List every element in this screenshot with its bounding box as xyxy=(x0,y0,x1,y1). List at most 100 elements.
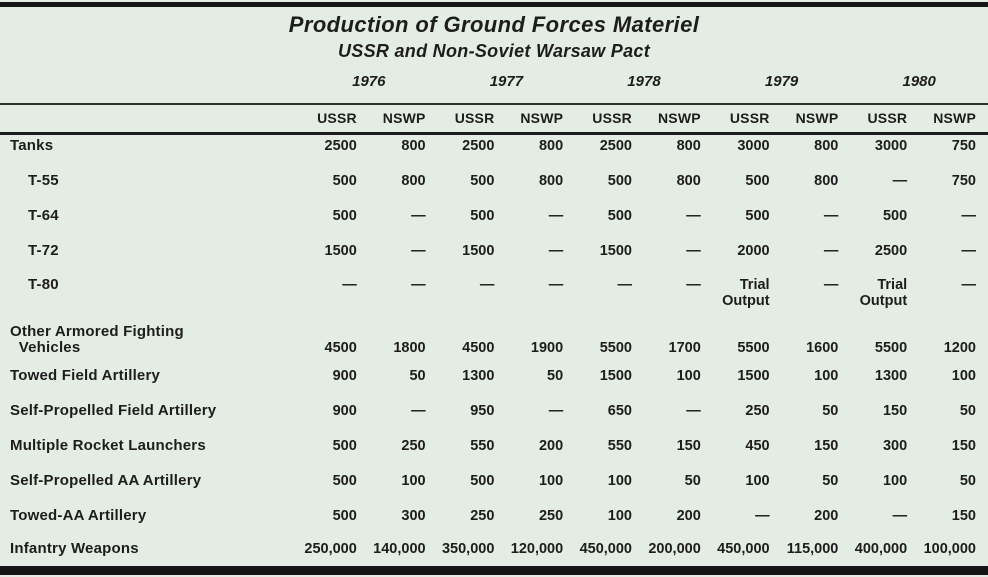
row-label: Towed-AA Artillery xyxy=(10,507,147,524)
value-cell: 50 xyxy=(822,403,839,419)
value-cell: 450,000 xyxy=(717,541,770,557)
corner-cell xyxy=(0,62,300,104)
value-cell: 800 xyxy=(676,173,701,189)
value-cell: 500 xyxy=(332,473,357,489)
value-cell: 800 xyxy=(401,173,426,189)
value-cell: 100 xyxy=(814,368,839,384)
value-cell: — xyxy=(411,243,426,259)
value-cell: — xyxy=(548,403,564,419)
value-cell: 250 xyxy=(470,508,495,524)
value-cell: 100 xyxy=(607,508,632,524)
col-header-ussr: USSR xyxy=(437,103,507,135)
value-cell: 400,000 xyxy=(854,541,908,557)
table-title: Production of Ground Forces Materiel xyxy=(288,12,700,37)
row-label: T-64 xyxy=(28,207,59,224)
row-label: Self-Propelled AA Artillery xyxy=(10,472,202,489)
value-cell: 100 xyxy=(607,473,632,489)
value-cell: 2500 xyxy=(599,138,632,154)
value-cell: 150 xyxy=(951,508,976,524)
value-cell: 1500 xyxy=(737,368,770,384)
value-cell: 1600 xyxy=(806,340,839,356)
value-cell: 800 xyxy=(538,173,564,189)
value-cell: — xyxy=(961,243,977,259)
value-cell: — xyxy=(892,508,908,524)
value-cell: 2000 xyxy=(737,243,770,259)
row-label: Infantry Weapons xyxy=(10,540,139,557)
value-cell: — xyxy=(892,173,908,189)
value-cell: 500 xyxy=(745,173,770,189)
value-cell: Trial Output xyxy=(859,277,908,309)
value-cell: — xyxy=(411,208,426,224)
value-cell: — xyxy=(548,277,564,293)
col-header-ussr: USSR xyxy=(712,103,782,135)
value-cell: 500 xyxy=(470,473,495,489)
value-cell: 1500 xyxy=(599,243,632,259)
value-cell: — xyxy=(686,403,701,419)
value-cell: 100 xyxy=(676,368,701,384)
table-row: Towed-AA Artillery 500 300 250 250 100 200 — 200… xyxy=(0,503,988,538)
value-cell: 250,000 xyxy=(304,541,357,557)
value-cell: 1300 xyxy=(874,368,908,384)
col-header-ussr: USSR xyxy=(850,103,920,135)
table-row: Self-Propelled AA Artillery 500 100 500 100 1… xyxy=(0,468,988,503)
value-cell: — xyxy=(823,277,839,293)
value-cell: 500 xyxy=(332,173,357,189)
value-cell: 3000 xyxy=(874,138,908,154)
value-cell: 100 xyxy=(745,473,770,489)
production-table: 1976 1977 1978 1979 1980 USSR NSWP USSR NSWP USS… xyxy=(0,62,988,564)
table-row: Infantry Weapons 250,000 140,000 350,000 120… xyxy=(0,538,988,564)
value-cell: 150 xyxy=(882,403,908,419)
value-cell: 500 xyxy=(332,508,357,524)
value-cell: 800 xyxy=(814,173,839,189)
value-cell: 5500 xyxy=(874,340,908,356)
year-header: 1978 xyxy=(627,73,661,90)
value-cell: — xyxy=(961,277,977,293)
value-cell: 2500 xyxy=(324,138,357,154)
top-rule xyxy=(0,2,988,7)
value-cell: 100 xyxy=(538,473,564,489)
value-cell: 50 xyxy=(409,368,426,384)
table-row: Towed Field Artillery 900 50 1300 50 1500 100 1… xyxy=(0,363,988,398)
row-label: Tanks xyxy=(10,137,54,154)
value-cell: 1500 xyxy=(599,368,632,384)
row-label: T-80 xyxy=(28,276,59,293)
value-cell: 500 xyxy=(745,208,770,224)
value-cell: 250 xyxy=(401,438,426,454)
col-header-nswp: NSWP xyxy=(368,103,438,135)
table-row: T-72 1500 — 1500 — 1500 — 2000 — 2500 — xyxy=(0,238,988,273)
row-label: Multiple Rocket Launchers xyxy=(10,437,206,454)
value-cell: 900 xyxy=(332,368,357,384)
value-cell: 1700 xyxy=(668,340,701,356)
col-header-nswp: NSWP xyxy=(781,103,851,135)
col-header-nswp: NSWP xyxy=(643,103,713,135)
value-cell: 1800 xyxy=(393,340,426,356)
value-cell: 750 xyxy=(951,138,976,154)
col-header-nswp: NSWP xyxy=(919,103,988,135)
year-header: 1977 xyxy=(489,73,524,90)
value-cell: 1500 xyxy=(324,243,357,259)
value-cell: 500 xyxy=(332,208,357,224)
value-cell: 300 xyxy=(401,508,426,524)
value-cell: 2500 xyxy=(462,138,495,154)
value-cell: 350,000 xyxy=(441,541,495,557)
value-cell: 800 xyxy=(814,138,839,154)
value-cell: 800 xyxy=(676,138,701,154)
value-cell: — xyxy=(342,277,357,293)
value-cell: — xyxy=(617,277,632,293)
row-label: Other Armored Fighting Vehicles xyxy=(10,323,184,356)
value-cell: — xyxy=(823,208,839,224)
value-cell: 1200 xyxy=(943,340,976,356)
column-header-row: USSR NSWP USSR NSWP USSR NSWP USSR NSWP USSR NSWP xyxy=(0,103,988,135)
year-header: 1980 xyxy=(902,73,936,90)
value-cell: 2500 xyxy=(874,243,908,259)
table-row: T-80 — — — — — — Trial Output — Trial Output — xyxy=(0,273,988,317)
value-cell: 500 xyxy=(470,173,495,189)
value-cell: 1300 xyxy=(462,368,495,384)
value-cell: 200 xyxy=(814,508,839,524)
value-cell: 450 xyxy=(745,438,770,454)
table-head: 1976 1977 1978 1979 1980 USSR NSWP USSR NSWP USS… xyxy=(0,62,988,135)
value-cell: 50 xyxy=(959,403,976,419)
value-cell: 150 xyxy=(676,438,701,454)
value-cell: — xyxy=(755,508,770,524)
value-cell: 300 xyxy=(882,438,908,454)
